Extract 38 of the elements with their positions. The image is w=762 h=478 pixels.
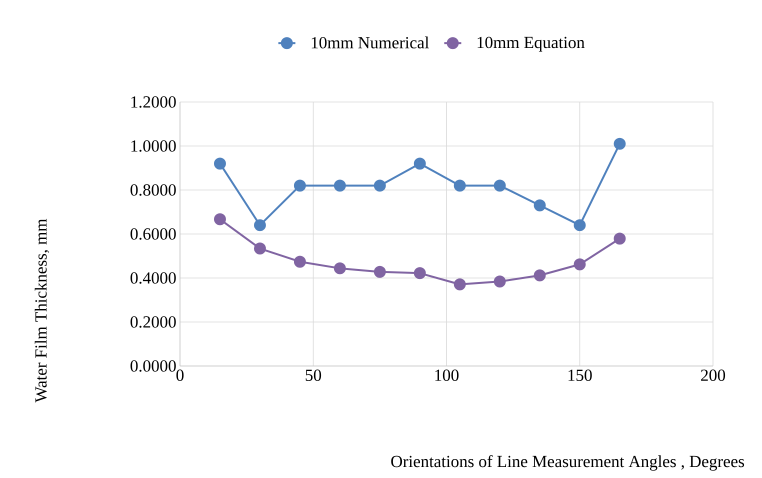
point <box>334 262 346 274</box>
point <box>374 266 386 278</box>
y-tick-label: 1.2000 <box>131 96 176 108</box>
x-tick-label: 150 <box>568 370 592 381</box>
point <box>454 278 466 290</box>
point <box>574 219 586 232</box>
point <box>414 158 426 170</box>
point <box>534 199 546 212</box>
y-tick-label: 0.4000 <box>130 272 176 284</box>
legend-label: 10mm Equation <box>478 36 585 52</box>
y-tick-label: 1.0000 <box>131 140 176 152</box>
point <box>534 269 546 282</box>
point <box>614 232 626 245</box>
point <box>494 276 506 288</box>
x-tick-label: 200 <box>701 370 726 381</box>
x-tick-label: 50 <box>306 370 322 381</box>
point <box>454 180 466 192</box>
legend-label: 10mm Numerical <box>312 36 429 48</box>
y-tick-label: 0.8000 <box>130 184 176 196</box>
x-axis-title: Orientations of Line Measurement Angles , Degrees <box>391 455 744 471</box>
y-tick-label: 0.6000 <box>130 228 176 240</box>
point <box>614 138 626 150</box>
y-axis-title: Water Film Thickness, mm <box>34 218 50 403</box>
point <box>294 180 306 192</box>
y-tick-label: 0.0000 <box>130 360 176 372</box>
x-tick-label: 0 <box>176 370 184 381</box>
point <box>294 256 306 268</box>
point <box>334 180 346 192</box>
point <box>254 242 266 255</box>
point <box>574 258 586 270</box>
x-tick-label: 100 <box>435 370 459 381</box>
point <box>214 158 226 170</box>
point <box>414 267 426 280</box>
point <box>494 180 506 192</box>
point <box>214 213 226 226</box>
point <box>254 219 266 232</box>
y-tick-label: 0.2000 <box>130 316 176 328</box>
point <box>374 180 386 192</box>
